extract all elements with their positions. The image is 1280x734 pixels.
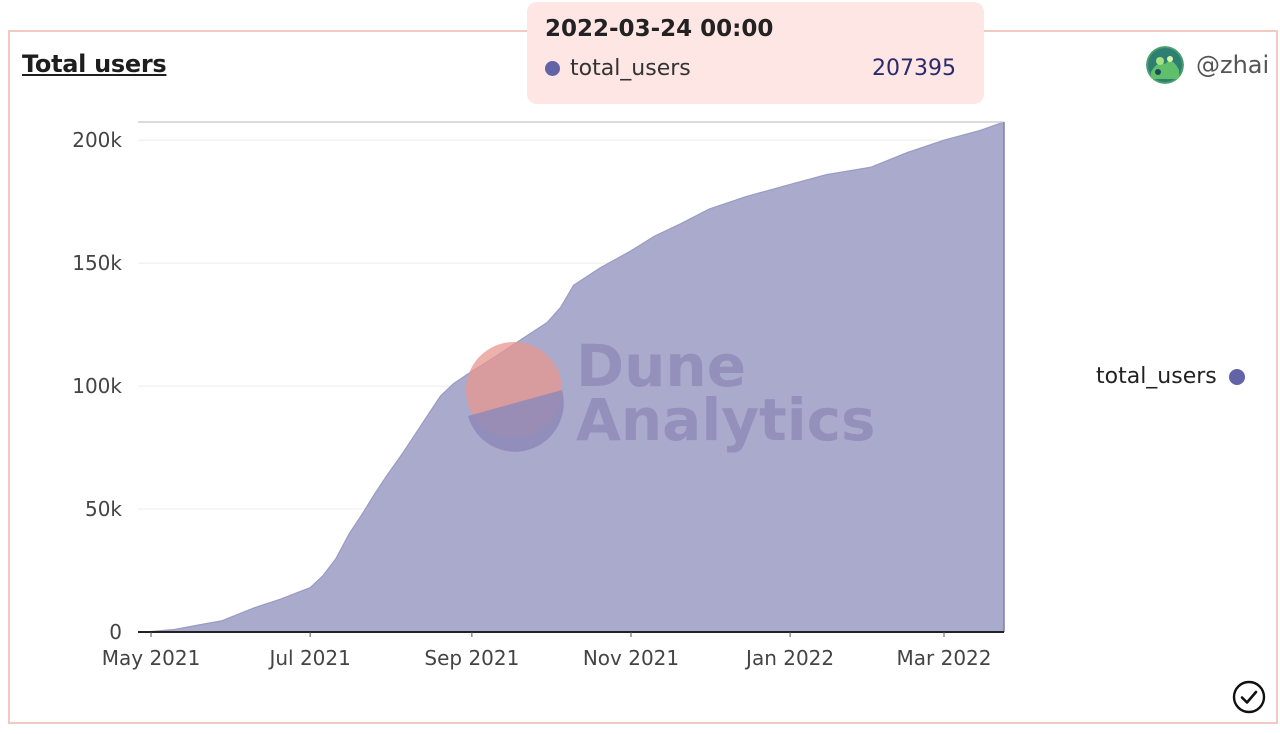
y-tick-label: 50k	[85, 497, 122, 521]
series-line-total-users	[145, 121, 1005, 633]
hover-tooltip: 2022-03-24 00:00 total_users 207395	[527, 2, 984, 104]
user-handle: @zhai	[1196, 51, 1270, 79]
tooltip-series-name: total_users	[570, 56, 691, 81]
watermark-logo-slice	[468, 390, 564, 452]
chart-title[interactable]: Total users	[22, 50, 167, 78]
tooltip-row: total_users 207395	[545, 56, 966, 81]
tooltip-date: 2022-03-24 00:00	[545, 16, 774, 42]
legend-item-total-users[interactable]: total_users	[1096, 364, 1245, 389]
watermark-text-line1: Dune	[576, 332, 746, 400]
y-tick-label: 150k	[72, 251, 122, 275]
user-profile[interactable]: @zhai	[1146, 46, 1269, 84]
legend-dot	[1228, 368, 1245, 385]
x-tick-label: Jul 2021	[267, 646, 350, 670]
avatar	[1146, 46, 1184, 84]
watermark-text-line2: Analytics	[576, 386, 876, 454]
x-tick-label: Sep 2021	[424, 646, 519, 670]
legend-label: total_users	[1096, 364, 1217, 389]
x-tick-label: Nov 2021	[583, 646, 679, 670]
y-tick-label: 0	[109, 620, 122, 644]
series-area-total-users	[145, 122, 1005, 632]
y-tick-label: 200k	[72, 128, 122, 152]
x-tick-label: May 2021	[102, 646, 201, 670]
x-tick-label: Mar 2022	[897, 646, 992, 670]
tooltip-series-dot	[545, 61, 560, 76]
check-circle-icon[interactable]	[1232, 680, 1266, 714]
tooltip-value: 207395	[872, 56, 956, 81]
x-tick-label: Jan 2022	[744, 646, 834, 670]
y-tick-label: 100k	[72, 374, 122, 398]
